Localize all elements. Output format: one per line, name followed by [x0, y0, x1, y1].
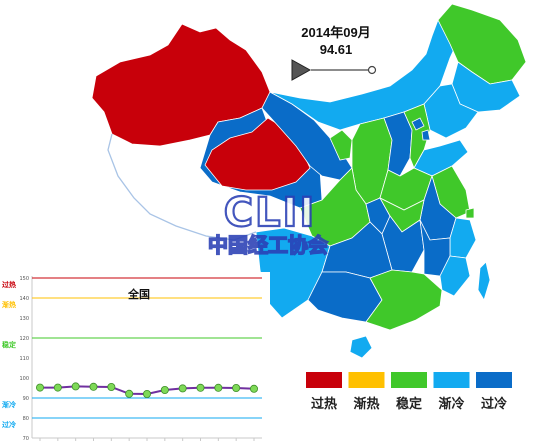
region-zhejiang[interactable] [449, 217, 477, 259]
period-readout: 2014年09月 94.61 [292, 24, 380, 58]
legend-label-5: 过冷 [480, 397, 507, 412]
legend-label-3: 稳定 [395, 397, 422, 412]
watermark-brand: CLII [224, 190, 317, 236]
time-slider[interactable] [291, 59, 377, 81]
play-icon[interactable] [291, 59, 312, 81]
region-shanghai[interactable] [465, 207, 475, 219]
legend [306, 372, 512, 388]
map-regions [91, 3, 527, 359]
series-point [160, 385, 169, 394]
band-label: 渐热 [2, 300, 16, 309]
watermark: CLII 中国经工协会 [207, 189, 329, 258]
watermark-subtitle: 中国经工协会 [208, 233, 328, 257]
slider-handle[interactable] [367, 65, 377, 75]
series-point [53, 383, 62, 392]
y-tick-label: 90 [23, 396, 29, 402]
band-label: 稳定 [2, 340, 16, 349]
region-heilongjiang[interactable] [437, 3, 527, 85]
band-label: 过热 [2, 280, 16, 289]
period-index: 94.61 [319, 42, 353, 57]
region-taiwan[interactable] [477, 261, 491, 301]
legend-label-4: 渐冷 [438, 397, 465, 412]
region-liaoning[interactable] [423, 83, 479, 139]
legend-swatch-4 [433, 372, 470, 388]
y-tick-label: 120 [19, 336, 29, 342]
period-date: 2014年09月 [301, 25, 371, 40]
region-tianjin[interactable] [421, 129, 431, 141]
series-point [232, 383, 241, 392]
y-tick-label: 150 [19, 276, 29, 282]
chart-title: 全国 [127, 287, 150, 301]
chart-background [0, 272, 270, 444]
series-point [125, 389, 134, 398]
series-point [178, 384, 187, 393]
region-hainan[interactable] [349, 335, 373, 359]
legend-swatch-5 [476, 372, 512, 388]
y-tick-label: 100 [19, 376, 29, 382]
series-point [36, 383, 45, 392]
legend-swatch-1 [306, 372, 342, 388]
band-label: 过冷 [2, 420, 16, 429]
series-point [142, 389, 151, 398]
band-label: 渐冷 [2, 400, 16, 409]
legend-label-2: 渐热 [353, 397, 380, 412]
legend-swatch-2 [348, 372, 385, 388]
series-point [107, 382, 116, 391]
neighbor-border-line [107, 133, 257, 241]
region-beijing[interactable] [411, 117, 425, 131]
region-ningxia[interactable] [329, 129, 353, 161]
series-point [196, 383, 205, 392]
y-tick-label: 140 [19, 296, 29, 302]
legend-swatch-3 [391, 372, 427, 388]
y-tick-label: 70 [23, 436, 29, 442]
series-point [71, 382, 80, 391]
series-point [214, 383, 223, 392]
series-point [89, 382, 98, 391]
y-tick-label: 130 [19, 316, 29, 322]
y-tick-label: 110 [19, 356, 29, 362]
legend-label-1: 过热 [310, 397, 337, 412]
y-tick-label: 80 [23, 416, 29, 422]
series-point [249, 384, 258, 393]
region-guangdong[interactable] [365, 269, 443, 331]
